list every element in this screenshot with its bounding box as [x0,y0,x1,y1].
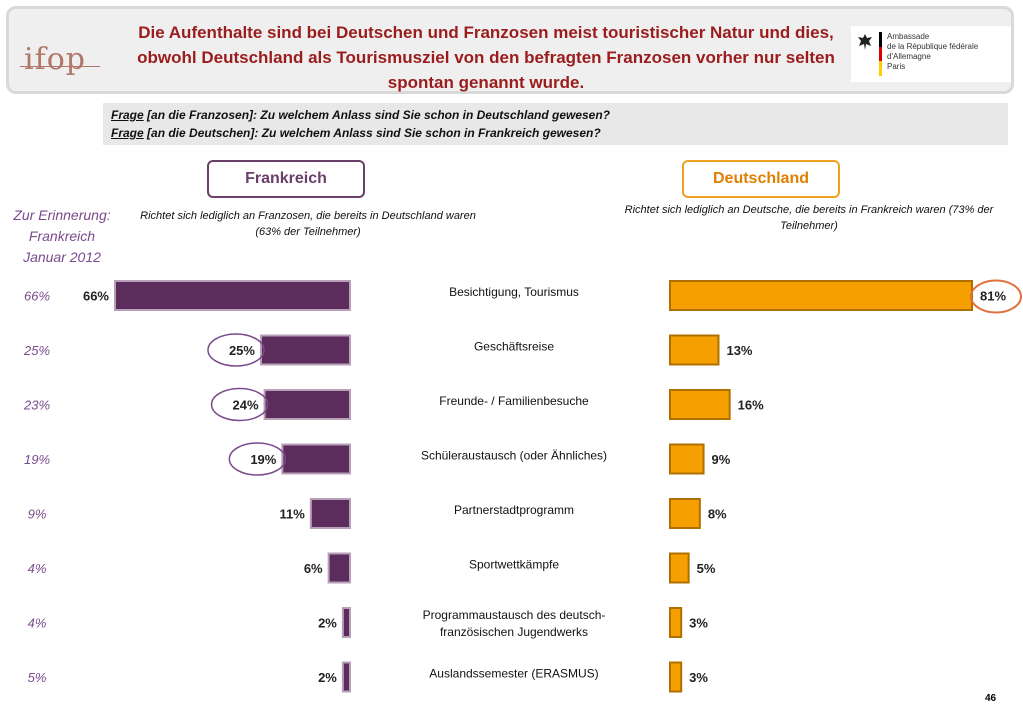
bar-deutschland [669,661,683,693]
reminder-value: 19% [24,452,50,467]
reminder-value: 66% [24,289,50,304]
bar-frankreich [114,280,351,311]
ifop-logo: ifop [24,42,86,77]
bar-deutschland [669,280,973,311]
embassy-line-3: Paris [887,62,906,71]
category-label: Auslandssemester (ERASMUS) [429,667,598,681]
data-label-deutschland: 5% [697,561,716,576]
reminder-value: 5% [28,670,47,685]
frage-label-1: Frage [111,108,144,122]
bar-deutschland [669,607,683,638]
question-text-1: [an die Franzosen]: Zu welchem Anlass si… [143,108,611,122]
german-flag-icon [879,32,882,76]
bar-deutschland [669,389,731,420]
embassy-text: Ambassade de la République fédérale d'Al… [887,32,1011,72]
data-label-deutschland: 81% [980,289,1006,304]
bar-deutschland [669,443,705,475]
data-label-deutschland: 9% [712,452,731,467]
embassy-line-1: Ambassade [887,32,930,41]
category-label: Sportwettkämpfe [469,558,559,572]
note-deutschland: Richtet sich lediglich an Deutsche, die … [624,204,994,232]
reminder-value: 4% [28,561,47,576]
category-label: Geschäftsreise [474,340,554,354]
data-label-deutschland: 8% [708,507,727,522]
highlight-circle-frankreich [210,387,269,422]
tab-deutschland: Deutschland [682,160,840,198]
data-label-frankreich: 24% [233,398,259,413]
data-label-frankreich: 66% [83,289,109,304]
question-box: Frage [an die Franzosen]: Zu welchem Anl… [103,103,1008,145]
data-label-frankreich: 2% [318,670,337,685]
logo-underline [20,66,100,67]
data-label-frankreich: 2% [318,616,337,631]
category-label: Partnerstadtprogramm [454,503,574,517]
page-number: 46 [985,693,997,704]
reminder-line-3: Januar 2012 [23,249,101,265]
data-label-frankreich: 11% [280,507,306,522]
header-panel: ifop Die Aufenthalte sind bei Deutschen … [6,6,1014,94]
note-frankreich: Richtet sich lediglich an Franzosen, die… [140,210,476,238]
reminder-value: 9% [28,507,47,522]
reminder-value: 23% [23,398,50,413]
bar-frankreich [259,334,352,366]
highlight-circle-frankreich [207,333,265,367]
bar-frankreich [341,607,351,638]
reminder-line-2: Frankreich [28,228,96,244]
reminder-value: 25% [23,343,50,358]
question-text-2: [an die Deutschen]: Zu welchem Anlass si… [143,126,601,140]
reminder-line-1: Zur Erinnerung: [13,207,111,223]
frage-label-2: Frage [111,126,144,140]
bar-frankreich [263,389,351,420]
embassy-line-2: de la République fédérale d'Allemagne [887,42,979,61]
category-label: Freunde- / Familienbesuche [439,394,589,408]
data-label-deutschland: 13% [726,343,752,358]
data-label-deutschland: 16% [738,398,764,413]
reminder-label: Zur Erinnerung: Frankreich Januar 2012 [2,205,122,268]
bar-frankreich [309,498,352,529]
data-label-deutschland: 3% [689,670,708,685]
category-label: Programmaustausch des deutsch- [423,608,606,622]
bar-frankreich [281,443,351,475]
bar-deutschland [669,334,720,366]
category-label: Besichtigung, Tourismus [449,285,579,299]
embassy-logo: Ambassade de la République fédérale d'Al… [851,26,1011,82]
highlight-circle-deutschland [970,279,1022,314]
reminder-value: 4% [28,616,47,631]
highlight-circle-frankreich [228,442,287,476]
data-label-frankreich: 6% [304,561,323,576]
question-line-1: Frage [an die Franzosen]: Zu welchem Anl… [111,108,610,122]
data-label-deutschland: 3% [689,616,708,631]
bar-frankreich [341,661,351,693]
data-label-frankreich: 19% [250,452,276,467]
tab-frankreich: Frankreich [207,160,365,198]
bar-deutschland [669,552,690,584]
page-title: Die Aufenthalte sind bei Deutschen und F… [137,23,835,92]
bar-frankreich [327,552,351,584]
question-line-2: Frage [an die Deutschen]: Zu welchem Anl… [111,126,601,140]
category-label: französischen Jugendwerks [440,625,588,639]
data-label-frankreich: 25% [229,343,255,358]
category-label: Schüleraustausch (oder Ähnliches) [421,449,607,463]
eagle-icon [858,34,872,50]
bar-deutschland [669,498,701,529]
